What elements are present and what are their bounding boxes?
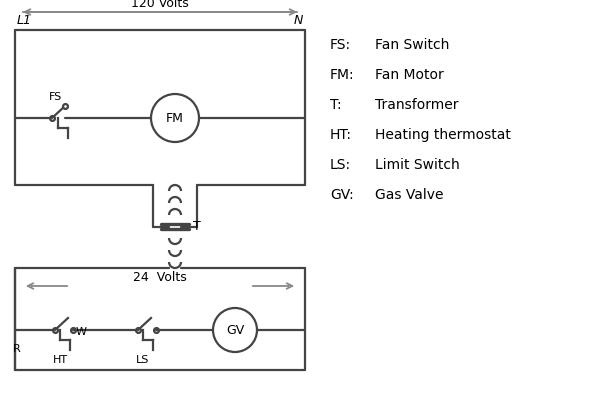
Text: GV:: GV: (330, 188, 354, 202)
Text: HT: HT (53, 355, 68, 365)
Text: LS: LS (136, 355, 150, 365)
Text: L1: L1 (17, 14, 32, 27)
Text: 120 Volts: 120 Volts (131, 0, 189, 10)
Text: Gas Valve: Gas Valve (375, 188, 444, 202)
Text: Fan Motor: Fan Motor (375, 68, 444, 82)
Text: W: W (76, 327, 87, 337)
Text: GV: GV (226, 324, 244, 336)
Text: FS: FS (48, 92, 61, 102)
Text: Limit Switch: Limit Switch (375, 158, 460, 172)
Text: Fan Switch: Fan Switch (375, 38, 450, 52)
Text: N: N (294, 14, 303, 27)
Text: FS:: FS: (330, 38, 351, 52)
Text: Transformer: Transformer (375, 98, 458, 112)
Text: T:: T: (330, 98, 342, 112)
Text: Heating thermostat: Heating thermostat (375, 128, 511, 142)
Text: LS:: LS: (330, 158, 351, 172)
Text: T: T (193, 220, 201, 232)
Text: 24  Volts: 24 Volts (133, 271, 187, 284)
Text: R: R (13, 344, 21, 354)
Text: FM:: FM: (330, 68, 355, 82)
Text: HT:: HT: (330, 128, 352, 142)
Text: FM: FM (166, 112, 184, 124)
